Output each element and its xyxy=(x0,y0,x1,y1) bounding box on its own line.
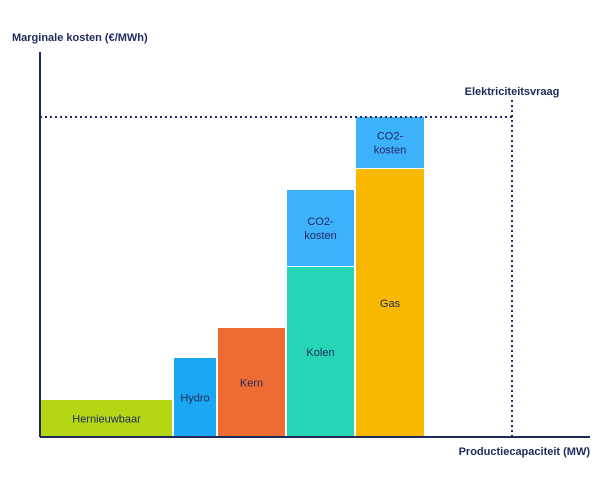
bar-segment-3-1 xyxy=(287,190,354,266)
bar-segment-3-0 xyxy=(287,267,354,437)
demand-label: Elektriciteitsvraag xyxy=(465,86,560,98)
y-axis-title: Marginale kosten (€/MWh) xyxy=(12,32,148,44)
bar-segment-0-0 xyxy=(41,400,172,437)
bar-label-4-0: Gas xyxy=(380,298,401,310)
bar-label-4-1: CO2-kosten xyxy=(374,131,406,157)
bar-label-3-0: Kolen xyxy=(306,347,334,359)
bar-label-0-0: Hernieuwbaar xyxy=(72,414,141,426)
x-axis-title: Productiecapaciteit (MW) xyxy=(459,446,591,458)
demand-layer: Elektriciteitsvraag xyxy=(40,86,559,437)
bar-label-2-0: Kern xyxy=(240,378,263,390)
bar-segment-2-0 xyxy=(218,328,285,437)
bar-segment-1-0 xyxy=(174,358,216,437)
bar-segment-4-1 xyxy=(356,117,424,168)
bar-label-3-1: CO2-kosten xyxy=(304,216,336,242)
bars-layer: Hernieuwbaar Hydro Kern Kolen CO2-kosten Gas C… xyxy=(41,117,424,437)
bar-segment-4-0 xyxy=(356,169,424,437)
bar-label-1-0: Hydro xyxy=(180,393,209,405)
axes: Marginale kosten (€/MWh) Productiecapaci… xyxy=(12,32,590,458)
